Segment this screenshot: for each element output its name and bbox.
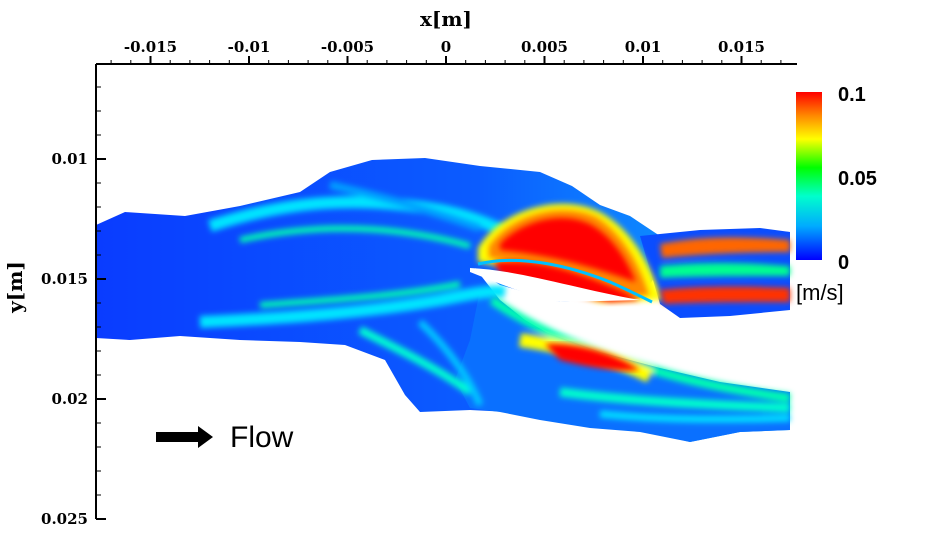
upper-branch-core-a [500, 217, 636, 282]
shear-layer-upper-inner [239, 225, 471, 249]
flow-label: Flow [230, 421, 294, 454]
upper-branch-core-b [494, 261, 640, 302]
colorbar: 0.1 0.05 0 [m/s] [796, 84, 877, 305]
arrow-right-icon [156, 426, 213, 448]
x-ticks: -0.015 -0.01 -0.005 0 0.005 0.01 0.015 [110, 38, 782, 64]
x-tick-label: 0.01 [625, 38, 662, 56]
flow-annotation: Flow [156, 421, 294, 454]
colorbar-tick-label: 0 [838, 252, 849, 274]
lower-branch-inner [559, 387, 791, 413]
flow-splitter [470, 268, 640, 302]
wake-lower-1 [358, 326, 473, 396]
y-tick-label: 0.015 [41, 270, 88, 288]
lower-branch-trail [599, 410, 791, 423]
shear-layer-lower [199, 285, 506, 328]
branch-separator [477, 258, 653, 304]
y-axis-title: y[m] [3, 261, 27, 314]
colorbar-ticks: 0.1 0.05 0 [838, 84, 877, 274]
y-ticks: 0.01 0.015 0.02 0.025 [41, 86, 106, 528]
colorbar-gradient [796, 92, 822, 260]
x-tick-label: -0.005 [321, 38, 374, 56]
colorbar-tick-label: 0.1 [838, 84, 866, 106]
upper-outlet-mid [660, 263, 790, 278]
x-tick-label: -0.01 [228, 38, 271, 56]
colorbar-tick-label: 0.05 [838, 168, 877, 190]
x-tick-label: -0.015 [124, 38, 177, 56]
lower-branch-core [545, 343, 640, 371]
x-axis-title: x[m] [420, 7, 472, 31]
velocity-field [96, 158, 791, 442]
wake-lower-2 [417, 319, 484, 407]
x-tick-label: 0.005 [521, 38, 568, 56]
y-tick-label: 0.02 [51, 390, 88, 408]
x-tick-label: 0 [441, 38, 451, 56]
y-tick-label: 0.025 [41, 510, 88, 528]
shear-layer-lower-inner [259, 281, 461, 308]
y-tick-label: 0.01 [51, 150, 88, 168]
upper-outlet-stream-b [660, 286, 790, 304]
colorbar-unit: [m/s] [796, 280, 844, 305]
x-tick-label: 0.015 [718, 38, 765, 56]
upper-outlet-stream-a [660, 237, 790, 258]
wake-upper [329, 181, 482, 232]
